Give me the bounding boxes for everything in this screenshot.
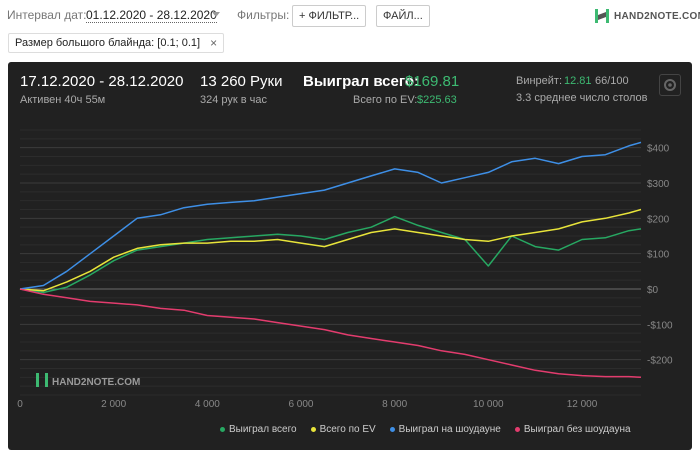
x-tick-label: 8 000 xyxy=(382,399,407,410)
legend-item-no-showdown[interactable]: Выиграл без шоудауна xyxy=(514,424,631,435)
logo-text: HAND2NOTE.COM xyxy=(614,10,700,22)
filters-label: Фильтры: xyxy=(237,8,290,22)
close-icon[interactable]: × xyxy=(210,36,218,50)
gear-icon xyxy=(664,79,676,91)
x-tick-label: 6 000 xyxy=(288,399,313,410)
settings-button[interactable] xyxy=(659,74,681,96)
legend-dot-ev xyxy=(310,427,316,432)
x-tick-label: 0 xyxy=(17,399,23,410)
x-tick-label: 10 000 xyxy=(473,399,504,410)
series-line-ev xyxy=(19,208,642,292)
y-tick-label: -$100 xyxy=(647,320,673,331)
x-tick-label: 12 000 xyxy=(567,399,598,410)
chevron-down-icon[interactable] xyxy=(212,12,220,17)
y-tick-label: $200 xyxy=(647,214,670,225)
y-tick-label: $400 xyxy=(647,144,670,155)
hands-per-hour: 324 рук в час xyxy=(200,94,268,106)
file-button[interactable]: ФАЙЛ... xyxy=(376,5,430,27)
ev-total-value: $225.63 xyxy=(417,94,457,106)
y-tick-label: $0 xyxy=(647,285,659,296)
filter-chip-label: Размер большого блайнда: [0.1; 0.1] xyxy=(15,37,201,49)
legend-label-showdown: Выиграл на шоудауне xyxy=(398,424,501,435)
legend-label-won: Выиграл всего xyxy=(229,424,297,435)
watermark-logo-icon xyxy=(45,373,48,387)
logo-icon xyxy=(595,9,609,23)
hands-count: 13 260 Руки xyxy=(200,73,283,90)
watermark-logo-icon xyxy=(36,373,39,387)
chart-legend: Выиграл всего Всего по EV Выиграл на шоу… xyxy=(220,424,631,435)
x-tick-label: 2 000 xyxy=(101,399,126,410)
legend-dot-showdown xyxy=(389,427,395,432)
y-tick-label: $300 xyxy=(647,179,670,190)
stats-panel: 17.12.2020 - 28.12.2020 Активен 40ч 55м … xyxy=(8,62,692,450)
avg-tables: 3.3 среднее число столов xyxy=(516,92,648,104)
legend-dot-won xyxy=(220,427,225,432)
y-tick-label: -$200 xyxy=(647,356,673,367)
legend-dot-no-showdown xyxy=(514,427,520,432)
profit-chart: $400 $300 $200 $100 $0 -$100 -$200 0 2 000 4 000 6… xyxy=(17,129,673,410)
watermark-text: HAND2NOTE.COM xyxy=(52,377,140,388)
series-line-won xyxy=(19,215,642,294)
legend-label-ev: Всего по EV xyxy=(319,424,376,435)
winrate-total: 66/100 xyxy=(595,75,629,87)
session-range: 17.12.2020 - 28.12.2020 xyxy=(20,73,184,90)
add-filter-button[interactable]: + ФИЛЬТР... xyxy=(292,5,367,27)
won-total-label: Выиграл всего: xyxy=(303,73,420,90)
top-toolbar: Интервал дат: 01.12.2020 - 28.12.2020 Фи… xyxy=(0,0,700,30)
y-tick-label: $100 xyxy=(647,250,670,261)
series-line-showdown xyxy=(19,141,642,290)
date-range-label: Интервал дат: xyxy=(7,8,87,22)
x-tick-label: 4 000 xyxy=(195,399,220,410)
hand2note-logo: HAND2NOTE.COM xyxy=(594,6,700,26)
winrate-value: 12.81 xyxy=(564,75,592,87)
active-time: Активен 40ч 55м xyxy=(20,94,106,106)
filter-chip[interactable]: Размер большого блайнда: [0.1; 0.1] × xyxy=(8,33,225,53)
series-line-no_showdown xyxy=(19,288,642,379)
won-total-value: $169.81 xyxy=(405,73,460,90)
legend-label-no-showdown: Выиграл без шоудауна xyxy=(523,424,631,435)
ev-total-label: Всего по EV: xyxy=(353,94,418,106)
legend-item-won[interactable]: Выиграл всего xyxy=(220,424,297,435)
legend-item-showdown[interactable]: Выиграл на шоудауне xyxy=(389,424,501,435)
winrate-label: Винрейт: xyxy=(516,75,563,87)
date-range-value[interactable]: 01.12.2020 - 28.12.2020 xyxy=(86,8,217,23)
legend-item-ev[interactable]: Всего по EV xyxy=(310,424,376,435)
